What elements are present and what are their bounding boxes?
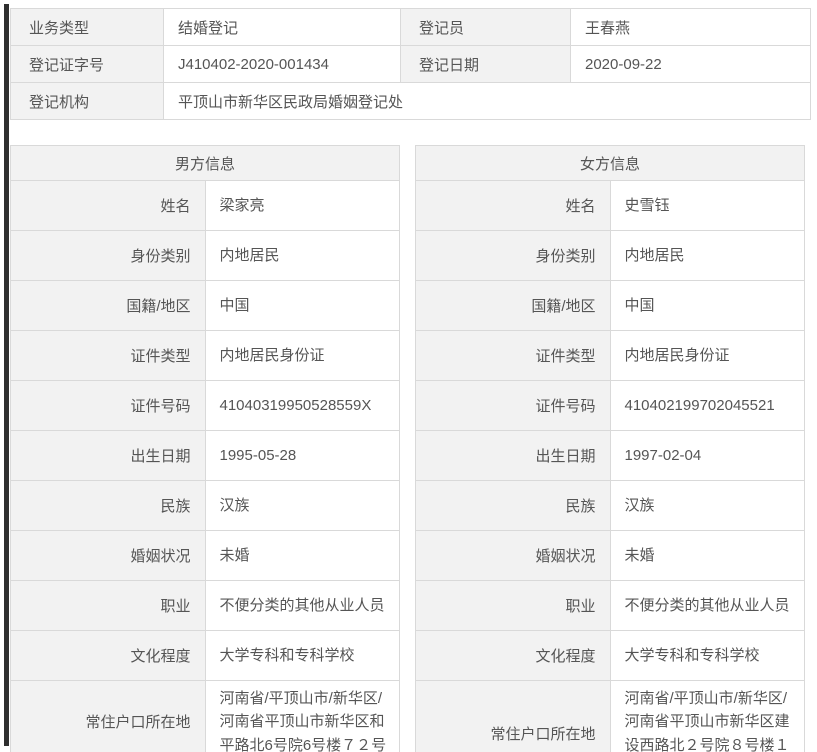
field-label: 出生日期 [10,430,206,481]
table-row: 男方信息 [10,145,400,181]
table-row: 文化程度 大学专科和专科学校 [415,630,805,681]
table-row: 国籍/地区 中国 [415,280,805,331]
field-label: 常住户口所在地 [10,680,206,752]
field-label: 身份类别 [415,230,611,281]
field-label: 姓名 [10,180,206,231]
male-household-address-value: 河南省/平顶山市/新华区/河南省平顶山市新华区和平路北6号院6号楼７２号 [204,680,400,752]
male-nationality-value: 中国 [204,280,400,331]
female-occupation-value: 不便分类的其他从业人员 [609,580,805,631]
field-label: 证件类型 [10,330,206,381]
field-label: 民族 [10,480,206,531]
table-row: 国籍/地区 中国 [10,280,400,331]
table-row: 身份类别 内地居民 [10,230,400,281]
table-row: 证件类型 内地居民身份证 [10,330,400,381]
female-identity-category-value: 内地居民 [609,230,805,281]
field-label: 婚姻状况 [415,530,611,581]
table-row: 登记机构 平顶山市新华区民政局婚姻登记处 [10,82,811,120]
female-info-title: 女方信息 [415,145,805,181]
field-label: 国籍/地区 [10,280,206,331]
male-birth-date-value: 1995-05-28 [204,430,400,481]
table-row: 姓名 梁家亮 [10,180,400,231]
female-birth-date-value: 1997-02-04 [609,430,805,481]
table-row: 姓名 史雪钰 [415,180,805,231]
male-name-value: 梁家亮 [204,180,400,231]
male-id-type-value: 内地居民身份证 [204,330,400,381]
field-label: 职业 [415,580,611,631]
table-row: 出生日期 1997-02-04 [415,430,805,481]
table-row: 常住户口所在地 河南省/平顶山市/新华区/河南省平顶山市新华区建设西路北２号院８… [415,680,805,752]
table-row: 职业 不便分类的其他从业人员 [10,580,400,631]
table-row: 证件号码 410402199702045521 [415,380,805,431]
male-ethnicity-value: 汉族 [204,480,400,531]
female-id-number-value: 410402199702045521 [609,380,805,431]
registration-office-label: 登记机构 [10,82,164,120]
table-row: 常住户口所在地 河南省/平顶山市/新华区/河南省平顶山市新华区和平路北6号院6号… [10,680,400,752]
certificate-number-value: J410402-2020-001434 [163,45,401,83]
table-row: 民族 汉族 [415,480,805,531]
female-education-value: 大学专科和专科学校 [609,630,805,681]
field-label: 职业 [10,580,206,631]
field-label: 国籍/地区 [415,280,611,331]
registration-summary-table: 业务类型 结婚登记 登记员 王春燕 登记证字号 J410402-2020-001… [10,8,811,120]
field-label: 身份类别 [10,230,206,281]
registrar-value: 王春燕 [570,8,811,46]
field-label: 出生日期 [415,430,611,481]
male-info-title: 男方信息 [10,145,400,181]
field-label: 常住户口所在地 [415,680,611,752]
male-education-value: 大学专科和专科学校 [204,630,400,681]
field-label: 文化程度 [415,630,611,681]
certificate-number-label: 登记证字号 [10,45,164,83]
male-identity-category-value: 内地居民 [204,230,400,281]
registrar-label: 登记员 [400,8,571,46]
table-row: 民族 汉族 [10,480,400,531]
table-row: 女方信息 [415,145,805,181]
registration-office-value: 平顶山市新华区民政局婚姻登记处 [163,82,811,120]
table-row: 证件类型 内地居民身份证 [415,330,805,381]
female-household-address-value: 河南省/平顶山市/新华区/河南省平顶山市新华区建设西路北２号院８号楼１５号 [609,680,805,752]
table-row: 出生日期 1995-05-28 [10,430,400,481]
table-row: 身份类别 内地居民 [415,230,805,281]
registration-date-value: 2020-09-22 [570,45,811,83]
female-marital-status-value: 未婚 [609,530,805,581]
male-id-number-value: 41040319950528559X [204,380,400,431]
table-row: 证件号码 41040319950528559X [10,380,400,431]
field-label: 文化程度 [10,630,206,681]
field-label: 证件类型 [415,330,611,381]
field-label: 证件号码 [10,380,206,431]
female-ethnicity-value: 汉族 [609,480,805,531]
male-marital-status-value: 未婚 [204,530,400,581]
female-nationality-value: 中国 [609,280,805,331]
table-row: 婚姻状况 未婚 [10,530,400,581]
field-label: 姓名 [415,180,611,231]
male-occupation-value: 不便分类的其他从业人员 [204,580,400,631]
table-row: 业务类型 结婚登记 登记员 王春燕 [10,8,811,46]
business-type-value: 结婚登记 [163,8,401,46]
female-info-table: 女方信息 姓名 史雪钰 身份类别 内地居民 国籍/地区 中国 证件类型 内地居民… [415,145,805,752]
table-row: 登记证字号 J410402-2020-001434 登记日期 2020-09-2… [10,45,811,83]
table-row: 婚姻状况 未婚 [415,530,805,581]
registration-date-label: 登记日期 [400,45,571,83]
business-type-label: 业务类型 [10,8,164,46]
table-row: 职业 不便分类的其他从业人员 [415,580,805,631]
field-label: 婚姻状况 [10,530,206,581]
table-row: 文化程度 大学专科和专科学校 [10,630,400,681]
male-info-table: 男方信息 姓名 梁家亮 身份类别 内地居民 国籍/地区 中国 证件类型 内地居民… [10,145,400,752]
field-label: 证件号码 [415,380,611,431]
field-label: 民族 [415,480,611,531]
female-id-type-value: 内地居民身份证 [609,330,805,381]
female-name-value: 史雪钰 [609,180,805,231]
page-left-edge-line [4,4,9,746]
